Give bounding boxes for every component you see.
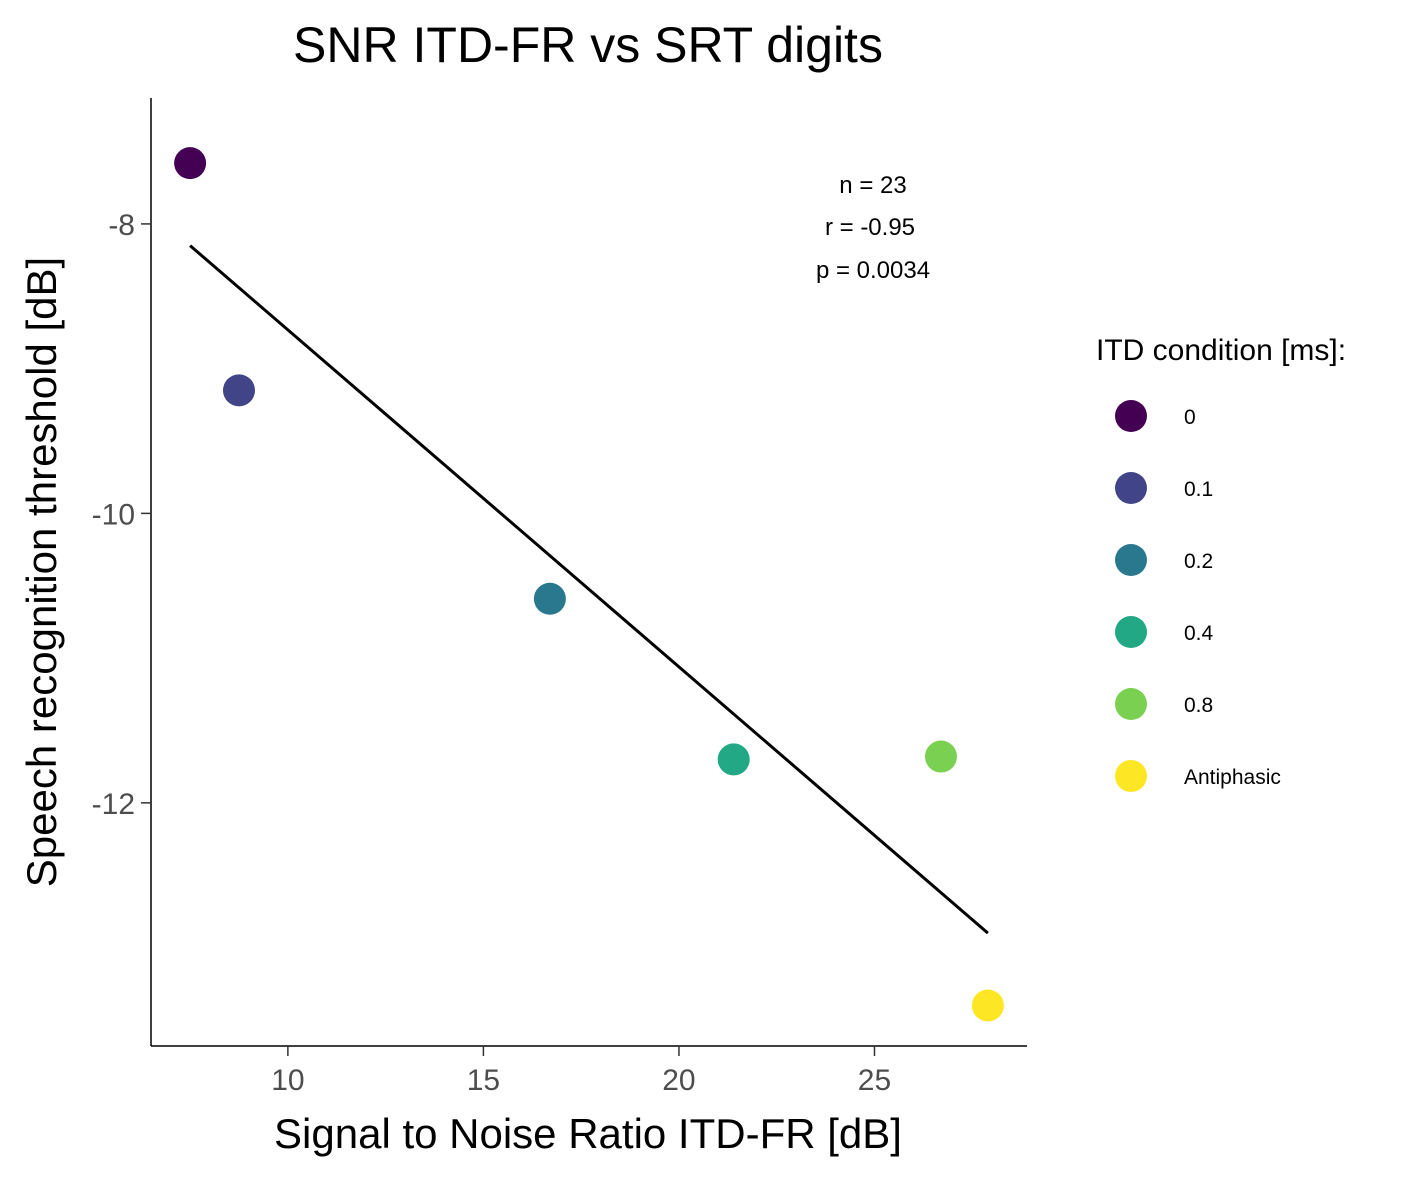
regression-line	[189, 244, 989, 935]
legend-label: 0.2	[1184, 550, 1213, 573]
x-axis-ticks: 10 15 20 25	[271, 1046, 891, 1097]
legend-key	[1115, 544, 1147, 576]
stat-n: n = 23	[839, 172, 906, 199]
legend-label: 0.4	[1184, 622, 1214, 645]
y-tick-label: -8	[108, 209, 135, 242]
legend-label: 0.8	[1184, 694, 1213, 717]
plot-area	[174, 147, 1004, 1022]
data-point	[222, 374, 255, 407]
y-tick-label: -10	[92, 498, 135, 531]
legend-label: 0	[1184, 406, 1196, 429]
data-point	[717, 743, 750, 776]
legend-title: ITD condition [ms]:	[1096, 334, 1346, 367]
stat-r: r = -0.95	[825, 214, 915, 241]
legend-key	[1115, 616, 1147, 648]
legend-key	[1115, 688, 1147, 720]
x-tick-label: 15	[467, 1064, 500, 1097]
data-point	[971, 989, 1004, 1022]
legend-label: 0.1	[1184, 478, 1213, 501]
stats-annotation: n = 23 r = -0.95 p = 0.0034	[816, 172, 930, 284]
legend-items: 0 0.1 0.2 0.4 0.8 Antiphasic	[1115, 400, 1281, 792]
legend: ITD condition [ms]: 0 0.1 0.2 0.4 0.8 Antipha…	[1096, 334, 1346, 792]
legend-key	[1115, 400, 1147, 432]
y-tick-label: -12	[92, 788, 135, 821]
legend-label: Antiphasic	[1184, 766, 1281, 789]
y-axis-label: Speech recognition threshold [dB]	[18, 257, 65, 887]
legend-key	[1115, 760, 1147, 792]
data-point	[533, 582, 566, 615]
y-axis-ticks: -8 -10 -12	[92, 209, 151, 821]
legend-key	[1115, 472, 1147, 504]
data-point	[924, 740, 957, 773]
x-tick-label: 10	[271, 1064, 304, 1097]
x-tick-label: 20	[662, 1064, 695, 1097]
x-axis-label: Signal to Noise Ratio ITD-FR [dB]	[274, 1110, 902, 1157]
stat-p: p = 0.0034	[816, 257, 930, 284]
x-tick-label: 25	[858, 1064, 891, 1097]
chart-title: SNR ITD-FR vs SRT digits	[293, 17, 883, 73]
data-point	[174, 147, 207, 180]
